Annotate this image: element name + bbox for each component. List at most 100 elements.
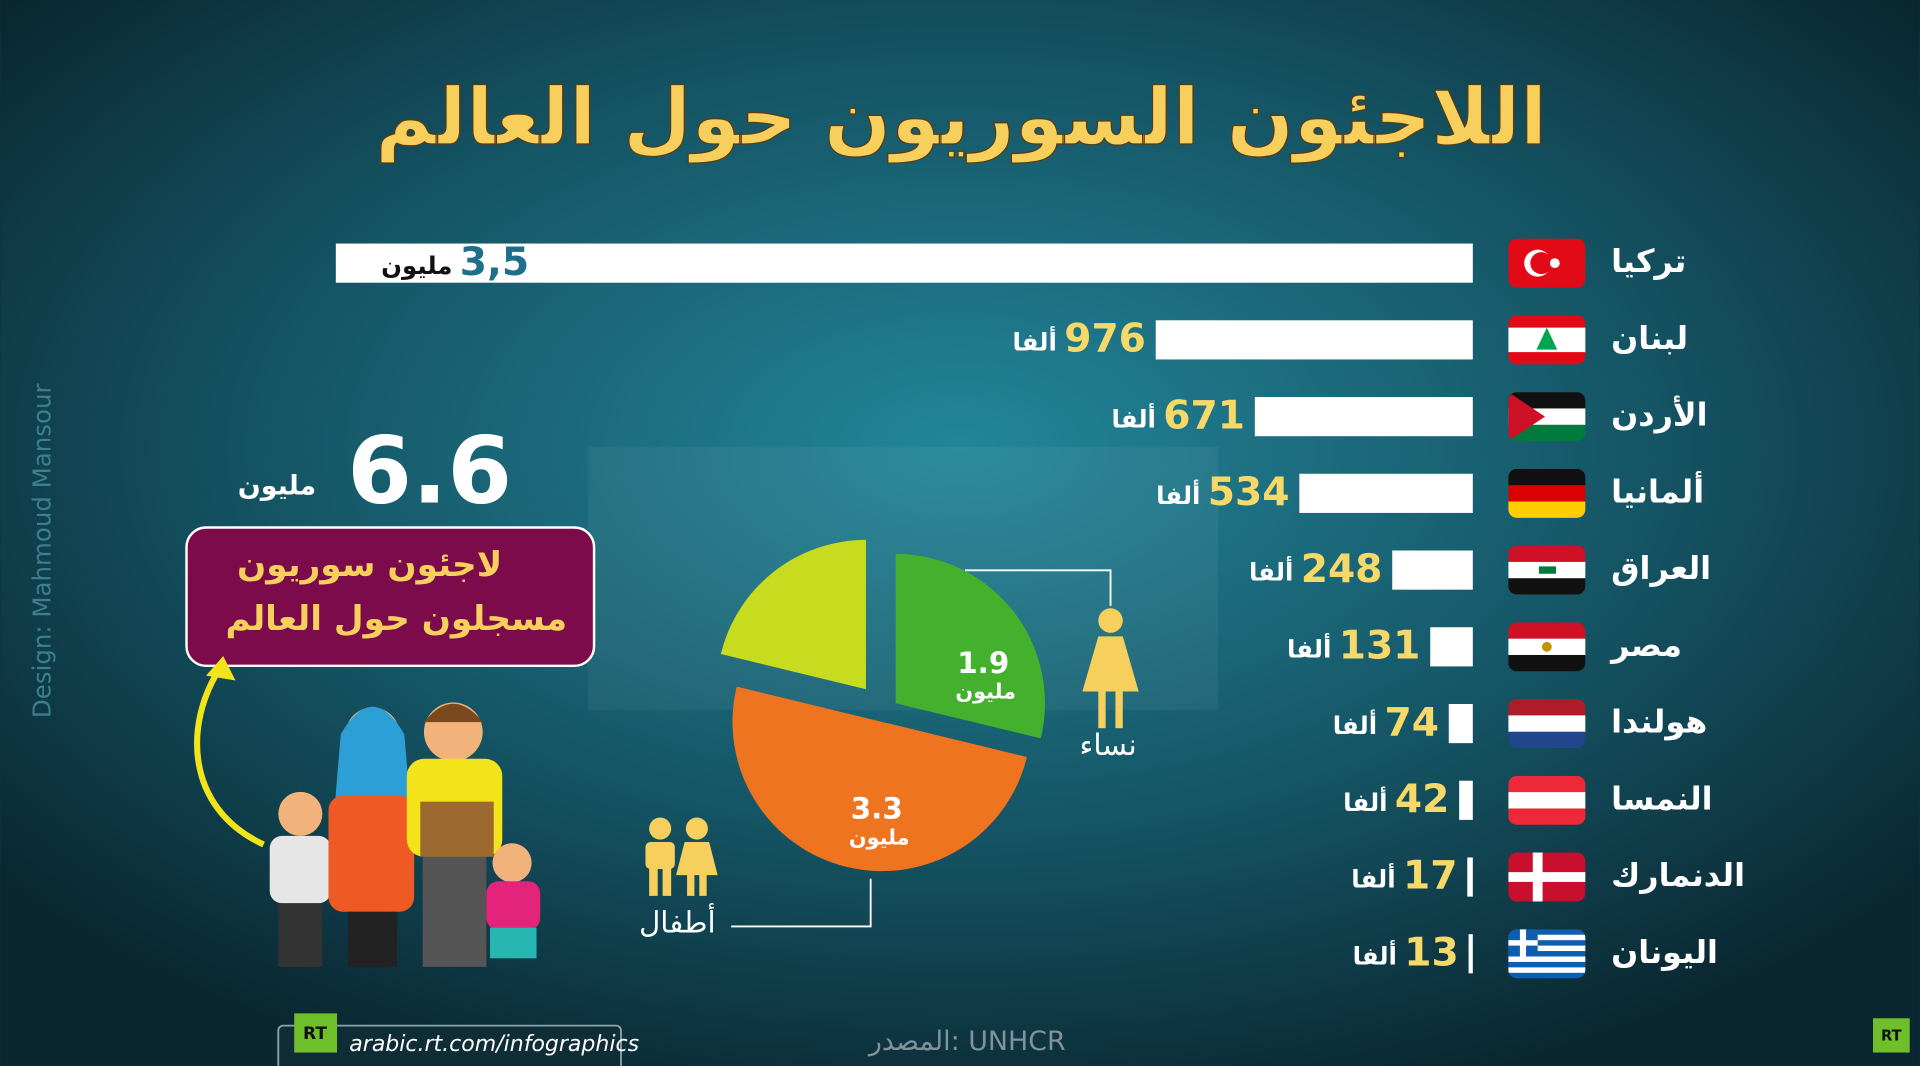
flag bbox=[1508, 545, 1586, 595]
flag bbox=[1508, 468, 1586, 518]
value-label: 976 bbox=[1064, 317, 1146, 362]
country-label: هولندا bbox=[1611, 703, 1707, 741]
slice-unit: مليون bbox=[849, 825, 910, 849]
flag bbox=[1508, 852, 1586, 902]
flag-stripe bbox=[1508, 315, 1586, 329]
flag-stripe bbox=[1508, 424, 1586, 442]
flag-stripe bbox=[1508, 578, 1586, 595]
flag-stripe bbox=[1508, 468, 1586, 486]
caption-box bbox=[185, 526, 596, 668]
value-label: 17 bbox=[1403, 854, 1458, 899]
family-illustration bbox=[269, 702, 541, 967]
url-box bbox=[277, 1024, 622, 1066]
caption-line: لاجئون سوريون bbox=[237, 545, 502, 585]
source: المصدر: UNHCR bbox=[867, 1026, 1066, 1057]
slice-unit: مليون bbox=[955, 680, 1016, 704]
unit-label: ألفا bbox=[1333, 709, 1377, 740]
arrow bbox=[194, 665, 265, 848]
flag-stripe bbox=[1508, 967, 1586, 974]
flag-stripe bbox=[1508, 731, 1586, 749]
bar bbox=[1430, 627, 1473, 667]
value-label: 74 bbox=[1384, 700, 1439, 745]
flag bbox=[1508, 315, 1586, 365]
value-label: 131 bbox=[1339, 624, 1421, 669]
flag-stripe bbox=[1508, 945, 1586, 952]
leader-line bbox=[964, 569, 1112, 606]
total-value: 6.6 bbox=[347, 417, 512, 525]
unit-label: ألفا bbox=[1351, 863, 1395, 894]
pie-slice bbox=[720, 539, 866, 690]
country-label: اليونان bbox=[1611, 933, 1718, 971]
flag bbox=[1508, 238, 1586, 288]
credit: Design: Mahmoud Mansour bbox=[27, 382, 56, 718]
flag-emblem bbox=[1508, 940, 1538, 946]
unit-label: مليون bbox=[381, 251, 452, 280]
url: arabic.rt.com/infographics bbox=[349, 1032, 639, 1057]
country-label: ألمانيا bbox=[1611, 470, 1704, 510]
flag-stripe bbox=[1508, 934, 1586, 941]
pie-slice bbox=[895, 553, 1045, 739]
value-label: 13 bbox=[1404, 930, 1459, 975]
pie-category: نساء bbox=[1080, 728, 1137, 762]
unit-label: ألفا bbox=[1112, 402, 1156, 433]
flag bbox=[1508, 392, 1586, 442]
country-label: لبنان bbox=[1611, 319, 1688, 357]
pie-category: أطفال bbox=[639, 903, 716, 940]
country-label: الأردن bbox=[1611, 395, 1707, 434]
unit-label: ألفا bbox=[1012, 326, 1056, 357]
flag-stripe bbox=[1508, 775, 1586, 793]
logo-box bbox=[294, 1013, 338, 1053]
country-label: العراق bbox=[1611, 549, 1711, 587]
unit-label: ألفا bbox=[1287, 632, 1331, 663]
flag-stripe bbox=[1508, 929, 1586, 936]
flag-stripe bbox=[1508, 485, 1586, 503]
bar bbox=[1468, 934, 1473, 974]
flag-stripe bbox=[1508, 940, 1586, 947]
bar bbox=[1459, 780, 1473, 820]
unit-label: ألفا bbox=[1249, 556, 1293, 587]
bar bbox=[1299, 473, 1473, 513]
flag-emblem bbox=[1508, 872, 1586, 882]
flag-stripe bbox=[1508, 622, 1586, 640]
flag-stripe bbox=[1508, 956, 1586, 963]
flag-emblem bbox=[1508, 392, 1546, 442]
title: اللاجئون السوريون حول العالم bbox=[375, 72, 1546, 163]
bar bbox=[1155, 320, 1473, 360]
value-label: 671 bbox=[1163, 393, 1245, 438]
value-label: 248 bbox=[1301, 547, 1383, 592]
flag-stripe bbox=[1508, 972, 1586, 979]
flag bbox=[1508, 699, 1586, 749]
flag-stripe bbox=[1508, 352, 1586, 365]
country-label: الدنمارك bbox=[1611, 856, 1745, 894]
unit-label: ألفا bbox=[1353, 939, 1397, 970]
pie-slice bbox=[732, 686, 1027, 872]
flag-stripe bbox=[1508, 654, 1586, 672]
flag-stripe bbox=[1508, 501, 1586, 518]
bar bbox=[1467, 857, 1473, 897]
flag-emblem bbox=[1536, 327, 1558, 350]
country-label: مصر bbox=[1609, 626, 1682, 664]
flag-stripe bbox=[1508, 392, 1586, 410]
flag-stripe bbox=[1508, 808, 1586, 825]
bar bbox=[1448, 703, 1473, 744]
flag bbox=[1508, 775, 1586, 825]
bar bbox=[1254, 397, 1473, 437]
bar bbox=[335, 243, 1473, 283]
unit-label: ألفا bbox=[1156, 479, 1200, 510]
country-label: تركيا bbox=[1611, 242, 1686, 280]
slice-value: 3.3 bbox=[851, 792, 903, 826]
country-label: النمسا bbox=[1611, 779, 1712, 817]
bar bbox=[1392, 550, 1473, 590]
flag bbox=[1508, 622, 1586, 672]
arrow-head bbox=[206, 656, 236, 681]
flag bbox=[1508, 929, 1586, 979]
logo: RT bbox=[303, 1024, 327, 1044]
woman-icon bbox=[1082, 608, 1139, 729]
logo-box bbox=[1873, 1018, 1910, 1053]
children-icon bbox=[645, 817, 718, 896]
logo: RT bbox=[1881, 1028, 1902, 1045]
caption-line: مسجلون حول العالم bbox=[225, 599, 567, 639]
flag-stripe bbox=[1508, 792, 1586, 810]
flag-stripe bbox=[1508, 699, 1586, 717]
